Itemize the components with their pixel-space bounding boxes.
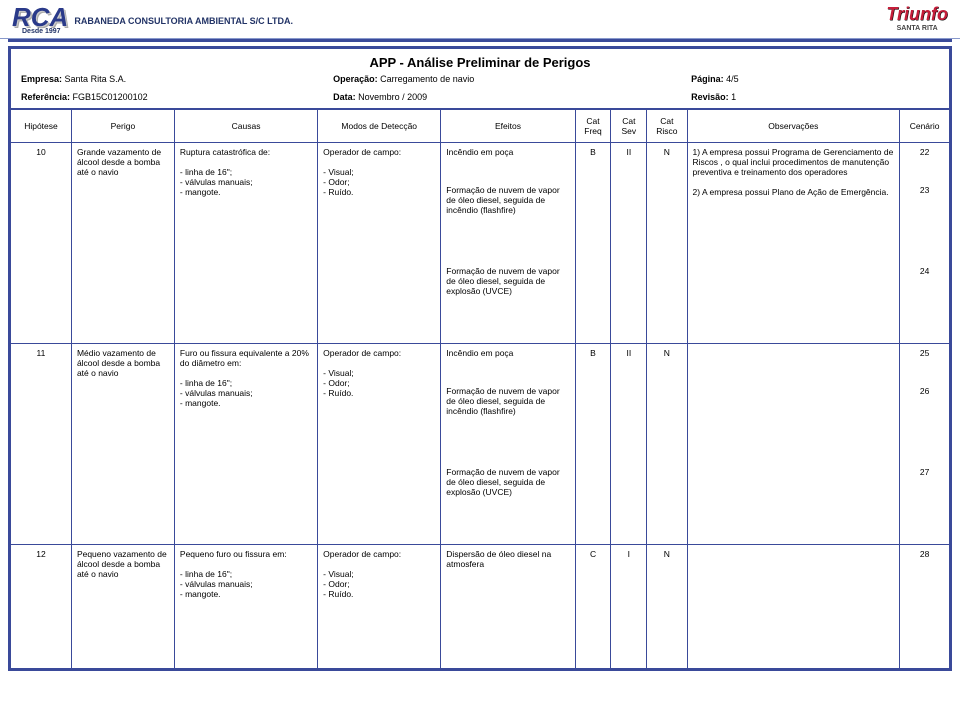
cell-hip: 12 bbox=[11, 544, 71, 668]
cell-cf: B bbox=[575, 142, 611, 343]
col-cenario: Cenário bbox=[900, 110, 949, 142]
cell-efeito: Formação de nuvem de vapor de óleo diese… bbox=[441, 262, 575, 343]
meta-row-2: Referência: FGB15C01200102 Data: Novembr… bbox=[11, 88, 949, 110]
cell-cs: II bbox=[611, 343, 647, 544]
col-hipotese: Hipótese bbox=[11, 110, 71, 142]
company-name: RABANEDA CONSULTORIA AMBIENTAL S/C LTDA. bbox=[74, 16, 293, 26]
cell-obs bbox=[687, 544, 900, 668]
ref-value: FGB15C01200102 bbox=[73, 92, 148, 102]
cell-modos: Operador de campo: - Visual; - Odor; - R… bbox=[318, 343, 441, 544]
triunfo-logo: Triunfo bbox=[886, 4, 948, 25]
cell-cf: B bbox=[575, 343, 611, 544]
table-row: 12 Pequeno vazamento de álcool desde a b… bbox=[11, 544, 949, 668]
cell-obs: 1) A empresa possui Programa de Gerencia… bbox=[687, 142, 900, 343]
cell-causas: Ruptura catastrófica de: - linha de 16";… bbox=[174, 142, 317, 343]
cell-perigo: Pequeno vazamento de álcool desde a bomb… bbox=[71, 544, 174, 668]
col-cat-freq: Cat Freq bbox=[575, 110, 611, 142]
operacao-value: Carregamento de navio bbox=[380, 74, 474, 84]
cell-efeito: Dispersão de óleo diesel na atmosfera bbox=[441, 544, 575, 668]
revisao-label: Revisão: bbox=[691, 92, 729, 102]
triunfo-sub: SANTA RITA bbox=[886, 25, 948, 32]
table-row: 11 Médio vazamento de álcool desde a bom… bbox=[11, 343, 949, 382]
cell-cs: II bbox=[611, 142, 647, 343]
table-row: 10 Grande vazamento de álcool desde a bo… bbox=[11, 142, 949, 181]
cell-efeito: Incêndio em poça bbox=[441, 343, 575, 382]
doc-title: APP - Análise Preliminar de Perigos bbox=[11, 49, 949, 74]
pagina-label: Página: bbox=[691, 74, 724, 84]
cell-cf: C bbox=[575, 544, 611, 668]
cell-cr: N bbox=[647, 142, 687, 343]
cell-efeito: Incêndio em poça bbox=[441, 142, 575, 181]
ref-label: Referência: bbox=[21, 92, 70, 102]
ref-block: Referência: FGB15C01200102 bbox=[21, 92, 333, 102]
cell-cenario: 26 bbox=[900, 382, 949, 462]
cell-cenario: 27 bbox=[900, 463, 949, 544]
empresa-value: Santa Rita S.A. bbox=[65, 74, 127, 84]
cell-cs: I bbox=[611, 544, 647, 668]
pagina-block: Página: 4/5 bbox=[691, 74, 939, 84]
data-block: Data: Novembro / 2009 bbox=[333, 92, 691, 102]
revisao-block: Revisão: 1 bbox=[691, 92, 939, 102]
col-perigo: Perigo bbox=[71, 110, 174, 142]
cell-hip: 11 bbox=[11, 343, 71, 544]
cell-efeito: Formação de nuvem de vapor de óleo diese… bbox=[441, 181, 575, 261]
operacao-block: Operação: Carregamento de navio bbox=[333, 74, 691, 84]
cell-modos: Operador de campo: - Visual; - Odor; - R… bbox=[318, 142, 441, 343]
rca-logo: RCA Desde 1997 bbox=[12, 6, 68, 29]
cell-cr: N bbox=[647, 343, 687, 544]
col-obs: Observações bbox=[687, 110, 900, 142]
cell-cenario: 23 bbox=[900, 181, 949, 261]
revisao-value: 1 bbox=[731, 92, 736, 102]
cell-efeito: Formação de nuvem de vapor de óleo diese… bbox=[441, 382, 575, 462]
cell-perigo: Grande vazamento de álcool desde a bomba… bbox=[71, 142, 174, 343]
meta-row-1: Empresa: Santa Rita S.A. Operação: Carre… bbox=[11, 74, 949, 88]
cell-causas: Furo ou fissura equivalente a 20% do diâ… bbox=[174, 343, 317, 544]
cell-hip: 10 bbox=[11, 142, 71, 343]
logo-since: Desde 1997 bbox=[20, 29, 63, 35]
cell-modos: Operador de campo: - Visual; - Odor; - R… bbox=[318, 544, 441, 668]
empresa-label: Empresa: bbox=[21, 74, 62, 84]
col-cat-sev: Cat Sev bbox=[611, 110, 647, 142]
data-value: Novembro / 2009 bbox=[358, 92, 427, 102]
cell-cr: N bbox=[647, 544, 687, 668]
col-efeitos: Efeitos bbox=[441, 110, 575, 142]
separator-bar bbox=[8, 39, 952, 42]
cell-cenario: 24 bbox=[900, 262, 949, 343]
empresa-block: Empresa: Santa Rita S.A. bbox=[21, 74, 333, 84]
col-causas: Causas bbox=[174, 110, 317, 142]
col-cat-risco: Cat Risco bbox=[647, 110, 687, 142]
hazard-table: Hipótese Perigo Causas Modos de Detecção… bbox=[11, 110, 949, 668]
header-left: RCA Desde 1997 RABANEDA CONSULTORIA AMBI… bbox=[12, 6, 293, 29]
client-logo-block: Triunfo SANTA RITA bbox=[886, 4, 948, 32]
cell-cenario: 28 bbox=[900, 544, 949, 668]
document-frame: APP - Análise Preliminar de Perigos Empr… bbox=[8, 46, 952, 671]
pagina-value: 4/5 bbox=[726, 74, 739, 84]
cell-causas: Pequeno furo ou fissura em: - linha de 1… bbox=[174, 544, 317, 668]
cell-obs bbox=[687, 343, 900, 544]
cell-efeito: Formação de nuvem de vapor de óleo diese… bbox=[441, 463, 575, 544]
operacao-label: Operação: bbox=[333, 74, 378, 84]
data-label: Data: bbox=[333, 92, 356, 102]
table-header-row: Hipótese Perigo Causas Modos de Detecção… bbox=[11, 110, 949, 142]
col-modos: Modos de Detecção bbox=[318, 110, 441, 142]
cell-perigo: Médio vazamento de álcool desde a bomba … bbox=[71, 343, 174, 544]
page-header: RCA Desde 1997 RABANEDA CONSULTORIA AMBI… bbox=[0, 0, 960, 39]
cell-cenario: 22 bbox=[900, 142, 949, 181]
cell-cenario: 25 bbox=[900, 343, 949, 382]
